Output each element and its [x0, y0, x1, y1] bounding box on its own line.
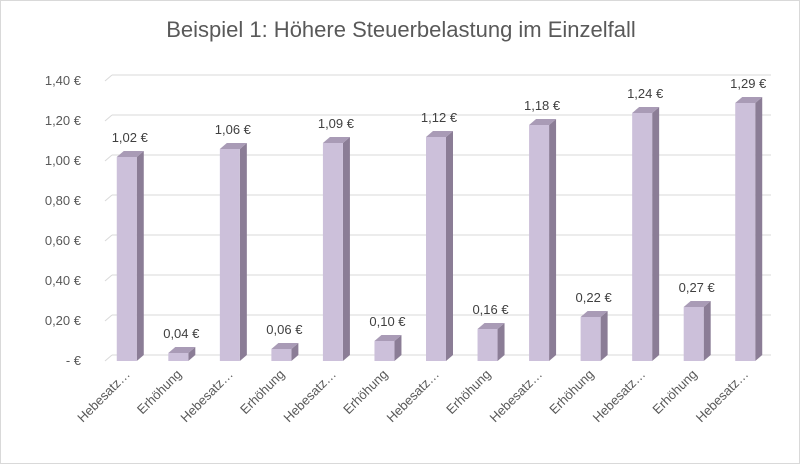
bar-side — [652, 107, 660, 361]
bar-top — [374, 335, 402, 341]
gridline-depth — [104, 154, 113, 162]
bar-top — [580, 311, 608, 317]
y-tick-label: 1,20 € — [45, 113, 82, 128]
bar-top — [632, 107, 660, 113]
bar-top — [529, 119, 557, 125]
x-tick-label: Erhöhung — [546, 367, 596, 417]
bar-top — [735, 97, 763, 103]
gridline-depth — [104, 354, 113, 362]
y-tick-label: 0,40 € — [45, 273, 82, 288]
bar-top — [271, 343, 299, 349]
bar — [580, 317, 601, 361]
bar-side — [497, 323, 505, 361]
data-label: 1,24 € — [627, 86, 664, 101]
y-tick-label: 0,80 € — [45, 193, 82, 208]
bar-top — [477, 323, 505, 329]
data-label: 0,22 € — [576, 290, 613, 305]
bar — [683, 307, 704, 361]
bar — [632, 113, 653, 361]
data-label: 1,06 € — [215, 122, 252, 137]
bar-side — [188, 347, 196, 361]
data-label: 0,06 € — [266, 322, 303, 337]
data-label: 0,27 € — [679, 280, 716, 295]
x-tick-label: Hebesatz… — [693, 367, 752, 426]
x-tick-label: Erhöhung — [649, 367, 699, 417]
y-tick-label: - € — [66, 353, 82, 368]
bar — [735, 103, 756, 361]
bar-side — [755, 97, 763, 361]
bar-side — [600, 311, 608, 361]
gridline-depth — [104, 74, 113, 82]
bar-top — [168, 347, 196, 353]
data-label: 0,04 € — [163, 326, 200, 341]
gridline-depth — [104, 234, 113, 242]
x-tick-label: Hebesatz… — [74, 367, 133, 426]
bar-side — [342, 137, 350, 361]
bar-top — [683, 301, 711, 307]
bar — [271, 349, 292, 361]
bar — [426, 137, 446, 361]
data-label: 0,10 € — [369, 314, 406, 329]
bar-top — [219, 143, 247, 149]
x-tick-label: Erhöhung — [237, 367, 287, 417]
y-tick-label: 0,60 € — [45, 233, 82, 248]
y-tick-label: 0,20 € — [45, 313, 82, 328]
data-label: 1,18 € — [524, 98, 561, 113]
x-tick-label: Hebesatz… — [487, 367, 546, 426]
bar — [529, 125, 550, 361]
data-label: 1,02 € — [112, 130, 149, 145]
bar-side — [446, 131, 453, 361]
gridline-depth — [104, 314, 113, 322]
x-tick-label: Erhöhung — [134, 367, 184, 417]
y-tick-label: 1,40 € — [45, 73, 82, 88]
data-label: 1,09 € — [318, 116, 355, 131]
bar-side — [703, 301, 711, 361]
bar — [322, 143, 343, 361]
gridline-depth — [104, 274, 113, 282]
x-tick-label: Erhöhung — [443, 367, 493, 417]
bar — [477, 329, 498, 361]
bar-side — [239, 143, 247, 361]
x-tick-label: Erhöhung — [340, 367, 390, 417]
bar — [168, 353, 189, 361]
bar-top — [116, 151, 144, 157]
data-label: 1,29 € — [730, 76, 767, 91]
y-tick-label: 1,00 € — [45, 153, 82, 168]
bar-side — [394, 335, 402, 361]
gridline-depth — [104, 194, 113, 202]
bar-side — [136, 151, 144, 361]
x-tick-label: Hebesatz… — [383, 367, 442, 426]
x-tick-label: Hebesatz… — [280, 367, 339, 426]
bar-top — [426, 131, 453, 137]
x-tick-label: Hebesatz… — [177, 367, 236, 426]
gridline-depth — [104, 114, 113, 122]
bar — [219, 149, 240, 361]
bar-top — [322, 137, 350, 143]
data-label: 1,12 € — [421, 110, 458, 125]
bar-side — [549, 119, 557, 361]
bar — [116, 157, 137, 361]
data-label: 0,16 € — [472, 302, 509, 317]
bar — [374, 341, 395, 361]
x-tick-label: Hebesatz… — [590, 367, 649, 426]
chart-title: Beispiel 1: Höhere Steuerbelastung im Ei… — [166, 17, 636, 42]
